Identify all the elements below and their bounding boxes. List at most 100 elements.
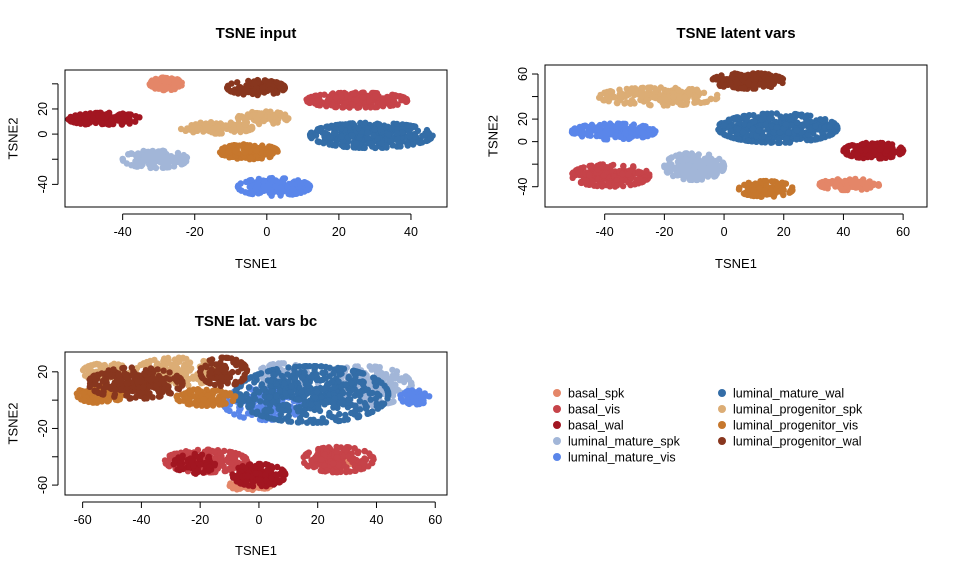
point — [362, 104, 369, 111]
point — [232, 387, 240, 395]
point — [136, 114, 143, 121]
point — [343, 90, 350, 98]
point — [390, 98, 398, 105]
point — [381, 371, 388, 378]
point — [408, 391, 416, 398]
point — [735, 135, 742, 143]
point — [281, 470, 289, 477]
point — [171, 157, 178, 165]
point — [244, 472, 251, 480]
point — [295, 408, 302, 415]
point — [355, 465, 362, 472]
point — [273, 79, 280, 86]
point — [362, 119, 369, 127]
point — [246, 461, 254, 468]
point — [385, 131, 392, 138]
point — [316, 102, 324, 109]
point — [365, 140, 373, 147]
point — [652, 88, 659, 95]
cluster-luminal_progenitor_spk — [234, 108, 292, 128]
scatter-panel-2: TSNE latent vars-40 -20 0 20 40 60TSNE1-40020… — [485, 25, 928, 271]
point — [661, 163, 668, 171]
point — [338, 133, 345, 140]
point — [218, 130, 225, 137]
point — [330, 370, 337, 377]
point — [161, 457, 169, 464]
point — [364, 129, 371, 137]
point — [158, 84, 166, 92]
point — [333, 469, 341, 476]
point — [774, 181, 781, 189]
point — [760, 114, 767, 122]
point — [620, 162, 627, 170]
y-tick-label: 0 — [36, 131, 50, 138]
point — [329, 102, 336, 109]
point — [104, 120, 111, 128]
point — [237, 128, 244, 136]
point — [176, 77, 183, 85]
point — [98, 114, 106, 121]
point — [343, 466, 350, 473]
point — [72, 112, 79, 119]
point — [354, 104, 361, 111]
point — [231, 89, 238, 96]
point — [119, 110, 127, 117]
point — [232, 147, 239, 155]
point — [253, 116, 261, 123]
point — [742, 72, 749, 79]
point — [247, 154, 254, 162]
point — [234, 79, 241, 86]
point — [726, 78, 733, 85]
point — [717, 82, 724, 90]
point — [764, 76, 772, 83]
point — [237, 395, 245, 402]
point — [247, 190, 255, 197]
point — [285, 115, 292, 122]
point — [312, 463, 319, 470]
point — [681, 93, 688, 101]
point — [284, 184, 291, 191]
point — [630, 125, 638, 133]
point — [184, 125, 191, 132]
point — [586, 171, 593, 179]
point — [159, 149, 166, 156]
point — [318, 456, 325, 463]
point — [285, 190, 292, 197]
point — [867, 184, 874, 191]
point — [217, 457, 224, 465]
point — [125, 151, 132, 158]
point — [322, 419, 330, 426]
point — [298, 388, 306, 395]
y-tick-label: 0 — [516, 138, 530, 145]
point — [722, 132, 730, 139]
point — [177, 463, 185, 470]
point — [609, 122, 616, 129]
cluster-luminal_progenitor_vis — [216, 141, 281, 163]
point — [834, 123, 841, 130]
point — [899, 149, 906, 156]
point — [67, 118, 75, 125]
plot-frame — [64, 69, 448, 208]
cluster-basal_wal — [229, 460, 289, 490]
point — [361, 447, 368, 455]
point — [582, 177, 590, 184]
cluster-luminal_progenitor_spk — [177, 119, 256, 137]
point — [353, 140, 360, 147]
point — [739, 128, 747, 136]
point — [832, 182, 840, 189]
point — [348, 132, 356, 139]
point — [260, 183, 268, 190]
point — [720, 122, 727, 129]
point — [342, 121, 349, 128]
point — [123, 160, 130, 167]
point — [686, 176, 694, 183]
point — [364, 134, 371, 141]
point — [227, 480, 234, 487]
points — [73, 354, 433, 494]
point — [414, 127, 422, 134]
point — [247, 177, 254, 184]
point — [883, 147, 890, 154]
x-axis: -40 -20 0 20 40 60 — [596, 213, 910, 239]
point — [744, 79, 752, 87]
point — [242, 86, 249, 94]
